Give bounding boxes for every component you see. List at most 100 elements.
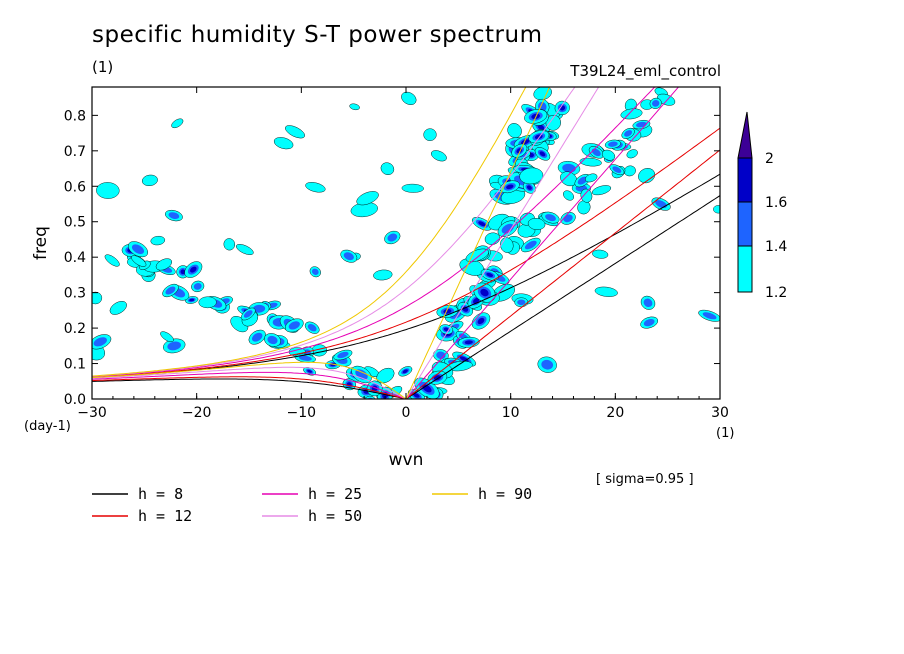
contour-blob	[537, 356, 557, 373]
contour-field	[92, 87, 720, 410]
kelvin-curve-h90	[405, 87, 551, 399]
contour-blob	[640, 316, 659, 329]
rossby-curve-h8	[92, 378, 407, 399]
contour-blob	[621, 127, 635, 139]
contour-blob	[471, 217, 493, 231]
x-tick-label: 10	[502, 405, 520, 421]
colorbar-triangle	[737, 111, 753, 159]
contour-blob	[579, 157, 602, 167]
contour-level-2	[624, 130, 633, 137]
legend-label: h = 50	[308, 507, 362, 525]
contour-blob	[588, 146, 604, 159]
contour-level-3	[526, 185, 532, 190]
contour-level-1	[155, 258, 172, 271]
contour-level-3	[539, 151, 546, 157]
contour-blob	[557, 161, 581, 176]
contour-blob	[380, 162, 395, 176]
colorbar-segment	[737, 245, 753, 293]
contour-blob	[398, 366, 413, 377]
contour-level-1	[423, 128, 437, 142]
colorbar-segment	[737, 201, 753, 247]
contour-blob	[401, 91, 417, 105]
contour-level-1	[620, 108, 643, 120]
contour-level-2	[524, 240, 537, 250]
y-tick-label: 0.5	[64, 215, 86, 231]
contour-level-3	[464, 340, 473, 345]
contour-blob	[141, 174, 158, 187]
contour-level-2	[591, 148, 601, 157]
contour-blob	[480, 269, 499, 281]
contour-blob	[560, 212, 576, 225]
contour-level-2	[562, 163, 576, 173]
contour-level-1	[594, 286, 618, 297]
contour-blob	[471, 312, 491, 330]
contour-level-1	[356, 191, 379, 206]
contour-level-2	[541, 359, 554, 370]
contour-level-1	[519, 167, 544, 185]
contour-level-1	[141, 174, 158, 187]
contour-blob	[96, 182, 120, 199]
contour-blob	[284, 318, 304, 333]
contour-level-2	[538, 101, 547, 112]
contour-blob	[497, 220, 518, 237]
contour-blob	[580, 188, 593, 203]
contour-level-1	[401, 91, 417, 105]
contour-level-2	[652, 100, 660, 107]
x-tick-label: 20	[606, 405, 624, 421]
contour-level-2	[168, 212, 180, 219]
contour-level-2	[545, 214, 556, 222]
contour-blob	[534, 147, 551, 161]
kelvin-curve-h8	[405, 195, 720, 399]
y-tick-label: 0.4	[64, 250, 86, 266]
contour-level-2	[702, 312, 717, 320]
contour-level-1	[285, 125, 305, 139]
contour-level-3	[477, 317, 485, 325]
contour-level-1	[591, 185, 612, 196]
contour-level-1	[563, 190, 574, 201]
contour-level-1	[713, 205, 720, 214]
contour-blob	[191, 280, 205, 293]
contour-blob	[303, 367, 317, 376]
contour-level-1	[104, 254, 120, 267]
contour-blob	[356, 191, 379, 206]
contour-level-1	[96, 182, 120, 199]
contour-level-1	[273, 137, 294, 150]
legend-label: h = 25	[308, 485, 362, 503]
contour-level-1	[380, 162, 395, 176]
contour-level-1	[235, 244, 254, 255]
contour-level-1	[223, 238, 236, 251]
contour-blob	[519, 167, 544, 185]
contour-level-2	[131, 244, 145, 254]
contour-level-2	[337, 351, 349, 359]
contour-blob	[604, 139, 621, 149]
contour-blob	[649, 97, 662, 109]
contour-level-2	[307, 324, 317, 332]
contour-blob	[527, 217, 546, 231]
y-tick-label: 0.6	[64, 179, 86, 195]
colorbar-segment	[737, 157, 753, 203]
contour-level-2	[436, 351, 446, 360]
contour-blob	[240, 307, 256, 321]
contour-blob	[92, 291, 103, 305]
contour-level-2	[577, 176, 588, 185]
contour-level-2	[93, 337, 107, 347]
contour-level-2	[655, 200, 667, 209]
contour-blob	[223, 238, 236, 251]
contour-blob	[163, 338, 186, 354]
contour-blob	[585, 173, 598, 183]
contour-level-1	[507, 123, 522, 139]
contour-level-3	[506, 184, 514, 190]
legend-label: h = 90	[478, 485, 532, 503]
legend-label: h = 12	[138, 507, 192, 525]
contour-blob	[185, 296, 199, 304]
y-tick-label: 0.2	[64, 321, 86, 337]
contour-level-3	[180, 269, 186, 275]
mrg-curve-h50	[92, 87, 576, 377]
contour-blob	[349, 103, 360, 111]
rossby-curve-h12	[92, 376, 407, 399]
contour-blob	[304, 321, 320, 334]
contour-blob	[423, 128, 437, 142]
contour-blob	[162, 283, 179, 298]
contour-blob	[421, 399, 436, 410]
contour-blob	[340, 249, 358, 263]
